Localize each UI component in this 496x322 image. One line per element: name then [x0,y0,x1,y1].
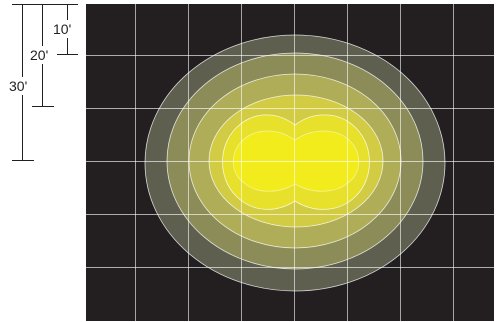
contour-level-6 [232,130,360,192]
isolux-contours [144,34,446,292]
grid-lines [86,4,494,321]
scale-label-20ft: 20' [30,47,48,63]
scale-label-10ft: 10' [53,21,71,37]
scale-labels: 10' 20' 30' [8,20,74,95]
scale-label-30ft: 30' [9,78,27,94]
